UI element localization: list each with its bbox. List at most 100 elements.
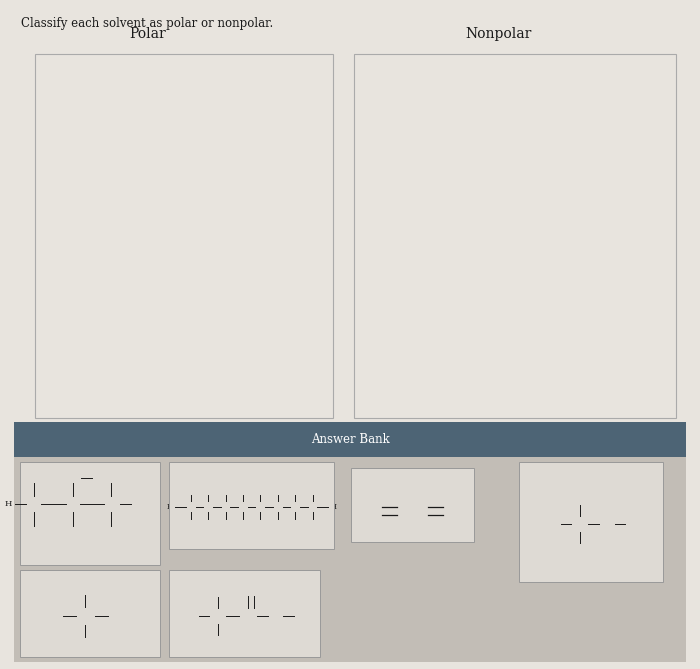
Text: :: : bbox=[42, 612, 45, 620]
Text: C: C bbox=[108, 500, 115, 508]
FancyBboxPatch shape bbox=[20, 570, 160, 657]
Text: Cl: Cl bbox=[80, 585, 90, 593]
Text: H: H bbox=[297, 612, 304, 620]
Text: H: H bbox=[167, 503, 173, 511]
FancyBboxPatch shape bbox=[354, 54, 676, 418]
FancyBboxPatch shape bbox=[14, 457, 686, 662]
Text: O: O bbox=[272, 612, 279, 620]
Text: C: C bbox=[206, 503, 211, 511]
FancyBboxPatch shape bbox=[519, 462, 663, 582]
Text: H: H bbox=[188, 486, 194, 494]
Text: ..: .. bbox=[604, 531, 608, 539]
Text: ..: .. bbox=[273, 622, 277, 630]
FancyBboxPatch shape bbox=[351, 468, 474, 542]
Text: H: H bbox=[31, 529, 38, 537]
Text: O: O bbox=[247, 585, 254, 593]
Text: ..: .. bbox=[83, 576, 88, 584]
Text: H: H bbox=[275, 486, 281, 494]
Text: H: H bbox=[31, 472, 38, 480]
Text: C: C bbox=[293, 503, 297, 511]
Text: H: H bbox=[214, 587, 221, 595]
Text: CCl₄: CCl₄ bbox=[27, 574, 46, 582]
Text: :: : bbox=[95, 585, 98, 593]
Text: :: : bbox=[64, 612, 67, 620]
Text: H: H bbox=[576, 546, 583, 554]
Text: C: C bbox=[188, 503, 193, 511]
Text: :: : bbox=[104, 612, 106, 620]
Text: H: H bbox=[205, 520, 211, 529]
Text: Cl: Cl bbox=[50, 612, 60, 620]
Text: :: : bbox=[365, 507, 369, 515]
Text: H: H bbox=[108, 529, 115, 537]
Text: :: : bbox=[95, 639, 98, 647]
Text: C: C bbox=[82, 612, 89, 620]
Text: :: : bbox=[62, 474, 65, 482]
Text: :: : bbox=[456, 507, 460, 515]
Text: :: : bbox=[238, 585, 241, 593]
Text: ..: .. bbox=[447, 519, 452, 527]
Text: C: C bbox=[310, 503, 315, 511]
Text: O: O bbox=[69, 474, 76, 482]
Text: octane: octane bbox=[218, 465, 246, 473]
Text: H: H bbox=[330, 503, 337, 511]
Text: :: : bbox=[73, 639, 76, 647]
Text: O: O bbox=[444, 506, 454, 516]
Text: :: : bbox=[126, 612, 129, 620]
Text: C: C bbox=[258, 503, 263, 511]
Text: H: H bbox=[214, 638, 221, 646]
Text: C: C bbox=[69, 500, 76, 508]
Text: ..: .. bbox=[374, 519, 379, 527]
FancyBboxPatch shape bbox=[14, 422, 686, 457]
Text: ..: .. bbox=[248, 577, 253, 585]
Text: H: H bbox=[551, 520, 558, 529]
Text: H: H bbox=[576, 495, 583, 503]
Text: H: H bbox=[223, 520, 228, 529]
FancyBboxPatch shape bbox=[20, 462, 160, 565]
Text: H: H bbox=[134, 500, 141, 508]
Text: Polar: Polar bbox=[130, 27, 167, 41]
Text: 2-propanol: 2-propanol bbox=[27, 467, 73, 475]
Text: C: C bbox=[409, 506, 416, 516]
Text: H: H bbox=[69, 529, 76, 537]
Text: :: : bbox=[73, 585, 76, 593]
FancyBboxPatch shape bbox=[35, 54, 332, 418]
Text: H: H bbox=[189, 612, 196, 620]
Text: C: C bbox=[577, 520, 583, 529]
Text: Nonpolar: Nonpolar bbox=[466, 27, 531, 41]
Text: C: C bbox=[275, 503, 281, 511]
Text: C: C bbox=[31, 500, 38, 508]
Text: H: H bbox=[258, 520, 263, 529]
Text: H: H bbox=[205, 486, 211, 494]
Text: C: C bbox=[214, 612, 220, 620]
Text: Answer Bank: Answer Bank bbox=[311, 433, 389, 446]
Text: H: H bbox=[108, 472, 115, 480]
Text: H: H bbox=[223, 486, 228, 494]
Text: acetic acid: acetic acid bbox=[176, 574, 221, 582]
Text: Cl: Cl bbox=[80, 639, 90, 647]
Text: H: H bbox=[292, 486, 298, 494]
Text: O: O bbox=[372, 506, 381, 516]
Text: O: O bbox=[603, 520, 610, 529]
Text: H: H bbox=[240, 520, 246, 529]
Text: H: H bbox=[292, 520, 298, 529]
Text: H: H bbox=[628, 520, 635, 529]
Text: C: C bbox=[223, 503, 228, 511]
Text: ..: .. bbox=[374, 495, 379, 503]
FancyBboxPatch shape bbox=[169, 462, 334, 549]
Text: H: H bbox=[275, 520, 281, 529]
Text: H: H bbox=[5, 500, 12, 508]
Text: ..: .. bbox=[83, 648, 88, 656]
Text: H: H bbox=[240, 486, 246, 494]
Text: H: H bbox=[94, 474, 101, 482]
Text: H: H bbox=[258, 486, 263, 494]
Text: C: C bbox=[245, 612, 251, 620]
Text: methanol: methanol bbox=[526, 466, 566, 474]
Text: H: H bbox=[309, 486, 316, 494]
Text: ..: .. bbox=[447, 495, 452, 503]
Text: ..: .. bbox=[114, 603, 118, 611]
Text: ..: .. bbox=[604, 510, 608, 518]
Text: ..: .. bbox=[273, 603, 277, 611]
Text: :: : bbox=[80, 474, 83, 482]
Text: H: H bbox=[309, 520, 316, 529]
Text: Classify each solvent as polar or nonpolar.: Classify each solvent as polar or nonpol… bbox=[21, 17, 273, 29]
